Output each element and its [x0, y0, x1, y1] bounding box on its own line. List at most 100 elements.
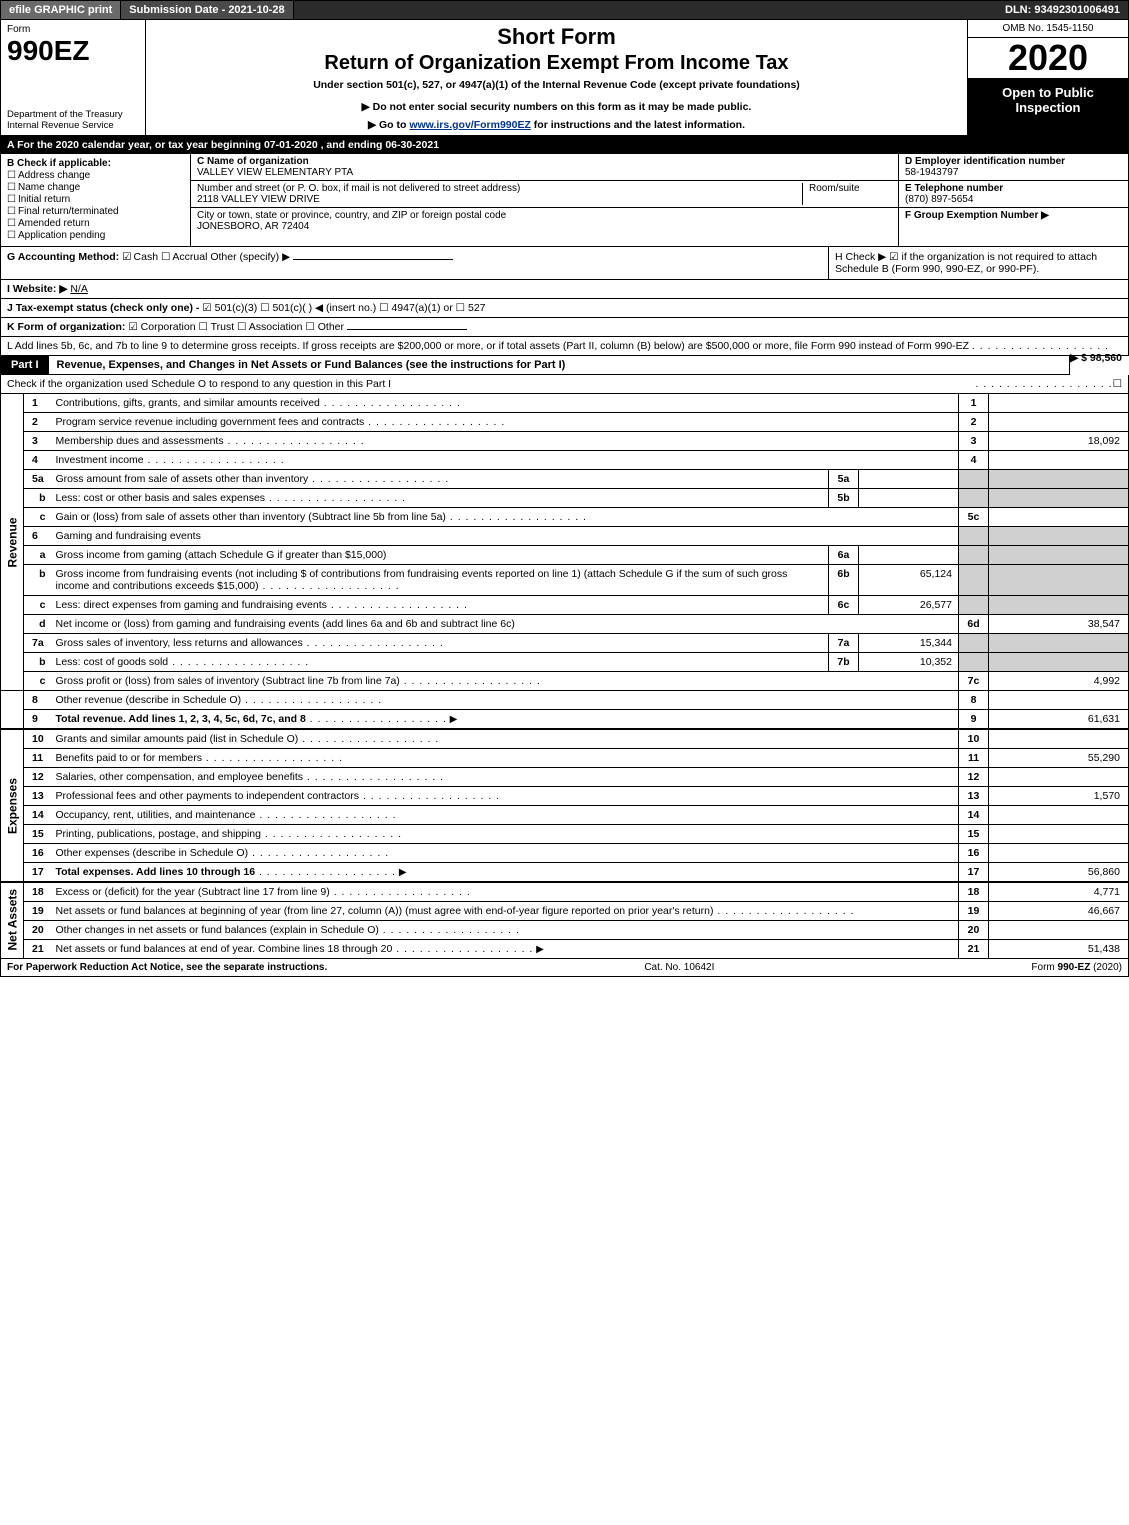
iv5b — [859, 489, 959, 508]
b3: 3 — [959, 432, 989, 451]
d2: Program service revenue including govern… — [56, 416, 365, 428]
b11: 11 — [959, 749, 989, 768]
chk-name-change[interactable]: Name change — [7, 182, 184, 193]
v19: 46,667 — [989, 902, 1129, 921]
shv7a — [989, 634, 1129, 653]
ib5a: 5a — [829, 470, 859, 489]
department-label: Department of the Treasury Internal Reve… — [7, 109, 139, 131]
v10 — [989, 729, 1129, 749]
n15: 15 — [24, 825, 52, 844]
page-footer: For Paperwork Reduction Act Notice, see … — [0, 959, 1129, 977]
top-bar: efile GRAPHIC print Submission Date - 20… — [0, 0, 1129, 20]
v4 — [989, 451, 1129, 470]
return-title: Return of Organization Exempt From Incom… — [154, 52, 959, 75]
g-cash[interactable]: Cash — [122, 251, 158, 263]
n6c: c — [24, 596, 52, 615]
irs-link[interactable]: www.irs.gov/Form990EZ — [409, 119, 531, 131]
b17: 17 — [959, 863, 989, 883]
row-3: 3 Membership dues and assessments 3 18,0… — [1, 432, 1129, 451]
row-4: 4 Investment income 4 — [1, 451, 1129, 470]
efile-label: efile GRAPHIC print — [1, 1, 120, 19]
n5c: c — [24, 508, 52, 527]
shv6c — [989, 596, 1129, 615]
row-5c: c Gain or (loss) from sale of assets oth… — [1, 508, 1129, 527]
section-i: I Website: ▶ N/A — [0, 280, 1129, 299]
b19: 19 — [959, 902, 989, 921]
n6: 6 — [24, 527, 52, 546]
n7c: c — [24, 672, 52, 691]
sh6c — [959, 596, 989, 615]
row-6d: d Net income or (loss) from gaming and f… — [1, 615, 1129, 634]
header-center: Short Form Return of Organization Exempt… — [146, 20, 968, 135]
row-13: 13 Professional fees and other payments … — [1, 787, 1129, 806]
i-value: N/A — [70, 283, 88, 295]
chk-address-change[interactable]: Address change — [7, 170, 184, 181]
city-val: JONESBORO, AR 72404 — [197, 221, 309, 232]
row-15: 15 Printing, publications, postage, and … — [1, 825, 1129, 844]
n13: 13 — [24, 787, 52, 806]
header-right: OMB No. 1545-1150 2020 Open to Public In… — [968, 20, 1128, 135]
goto-pre: ▶ Go to — [368, 119, 409, 131]
part1-tag: Part I — [1, 356, 49, 374]
n1: 1 — [24, 394, 52, 413]
section-k: K Form of organization: ☑ Corporation ☐ … — [0, 318, 1129, 337]
sh7b — [959, 653, 989, 672]
j-opts[interactable]: ☑ 501(c)(3) ☐ 501(c)( ) ◀ (insert no.) ☐… — [202, 302, 485, 314]
open-to-public: Open to Public Inspection — [968, 79, 1128, 135]
section-b: B Check if applicable: Address change Na… — [1, 154, 191, 246]
phone-val: (870) 897-5654 — [905, 194, 973, 205]
b5c: 5c — [959, 508, 989, 527]
chk-final-return[interactable]: Final return/terminated — [7, 206, 184, 217]
g-accrual[interactable]: Accrual — [161, 251, 207, 263]
chk-application-pending[interactable]: Application pending — [7, 230, 184, 241]
short-form-title: Short Form — [154, 24, 959, 50]
ib6b: 6b — [829, 565, 859, 596]
phone-cell: E Telephone number (870) 897-5654 — [899, 181, 1128, 208]
b14: 14 — [959, 806, 989, 825]
row-6b: b Gross income from fundraising events (… — [1, 565, 1129, 596]
section-c: C Name of organization VALLEY VIEW ELEME… — [191, 154, 898, 246]
b21: 21 — [959, 940, 989, 959]
v1 — [989, 394, 1129, 413]
sh5b — [959, 489, 989, 508]
under-section: Under section 501(c), 527, or 4947(a)(1)… — [154, 79, 959, 91]
row-12: 12 Salaries, other compensation, and emp… — [1, 768, 1129, 787]
n5b: b — [24, 489, 52, 508]
chk-initial-return[interactable]: Initial return — [7, 194, 184, 205]
row-14: 14 Occupancy, rent, utilities, and maint… — [1, 806, 1129, 825]
shv6 — [989, 527, 1129, 546]
section-j: J Tax-exempt status (check only one) - ☑… — [0, 299, 1129, 318]
row-21: 21 Net assets or fund balances at end of… — [1, 940, 1129, 959]
chk-amended-return[interactable]: Amended return — [7, 218, 184, 229]
side-expenses: Expenses — [1, 729, 24, 882]
v12 — [989, 768, 1129, 787]
row-5b: b Less: cost or other basis and sales ex… — [1, 489, 1129, 508]
sh7a — [959, 634, 989, 653]
v8 — [989, 691, 1129, 710]
row-18: Net Assets 18 Excess or (deficit) for th… — [1, 882, 1129, 902]
b6d: 6d — [959, 615, 989, 634]
section-b-label: B Check if applicable: — [7, 158, 184, 169]
row-2: 2 Program service revenue including gove… — [1, 413, 1129, 432]
part1-header: Part I Revenue, Expenses, and Changes in… — [0, 356, 1070, 375]
goto-post: for instructions and the latest informat… — [531, 119, 745, 131]
b9: 9 — [959, 710, 989, 730]
group-lbl: F Group Exemption Number ▶ — [905, 210, 1049, 221]
v14 — [989, 806, 1129, 825]
part1-check-val[interactable]: ☐ — [1113, 378, 1122, 390]
section-h: H Check ▶ ☑ if the organization is not r… — [828, 247, 1128, 279]
v3: 18,092 — [989, 432, 1129, 451]
d11: Benefits paid to or for members — [56, 752, 202, 764]
v21: 51,438 — [989, 940, 1129, 959]
d10: Grants and similar amounts paid (list in… — [56, 733, 299, 745]
row-10: Expenses 10 Grants and similar amounts p… — [1, 729, 1129, 749]
submission-date: Submission Date - 2021-10-28 — [120, 1, 293, 19]
addr-val: 2118 VALLEY VIEW DRIVE — [197, 194, 320, 205]
footer-center: Cat. No. 10642I — [644, 962, 714, 973]
l-text: L Add lines 5b, 6c, and 7b to line 9 to … — [7, 340, 969, 352]
row-16: 16 Other expenses (describe in Schedule … — [1, 844, 1129, 863]
b12: 12 — [959, 768, 989, 787]
k-opts[interactable]: ☑ Corporation ☐ Trust ☐ Association ☐ Ot… — [128, 321, 344, 333]
d4: Investment income — [56, 454, 144, 466]
g-other[interactable]: Other (specify) ▶ — [210, 251, 290, 263]
